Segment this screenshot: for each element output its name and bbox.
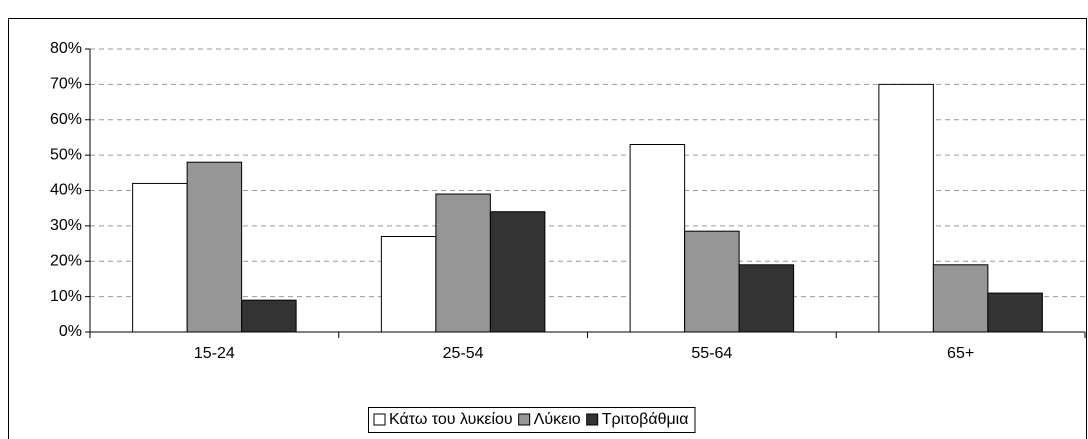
bar bbox=[435, 193, 491, 333]
bar bbox=[932, 264, 989, 333]
bar bbox=[878, 83, 934, 333]
bar bbox=[489, 211, 546, 333]
y-tick-label: 80% bbox=[50, 40, 82, 57]
bar bbox=[241, 299, 297, 333]
y-tick-label: 40% bbox=[50, 182, 82, 199]
bar bbox=[987, 292, 1043, 333]
legend-swatch bbox=[518, 413, 531, 426]
y-tick-label: 70% bbox=[50, 76, 82, 93]
bar bbox=[186, 161, 243, 333]
y-tick-label: 20% bbox=[50, 252, 82, 269]
legend-label: Τριτοβάθμια bbox=[602, 411, 689, 428]
y-tick-label: 10% bbox=[50, 288, 82, 305]
y-tick-label: 60% bbox=[50, 111, 82, 128]
y-tick-label: 30% bbox=[50, 217, 82, 234]
legend-label: Κάτω του λυκείου bbox=[389, 411, 513, 428]
legend-swatch bbox=[586, 413, 599, 426]
y-tick-label: 0% bbox=[59, 323, 82, 340]
x-tick-label: 15-24 bbox=[194, 345, 235, 362]
x-tick-label: 65+ bbox=[947, 345, 974, 362]
legend-swatch bbox=[373, 413, 386, 426]
bar bbox=[132, 182, 188, 333]
bar bbox=[380, 235, 437, 333]
legend-label: Λύκειο bbox=[534, 411, 581, 428]
x-tick-label: 55-64 bbox=[691, 345, 732, 362]
x-tick-label: 25-54 bbox=[443, 345, 484, 362]
y-tick-label: 50% bbox=[50, 146, 82, 163]
bar bbox=[684, 230, 740, 333]
bar bbox=[629, 144, 686, 333]
bar bbox=[738, 264, 795, 333]
legend-box bbox=[368, 407, 696, 433]
